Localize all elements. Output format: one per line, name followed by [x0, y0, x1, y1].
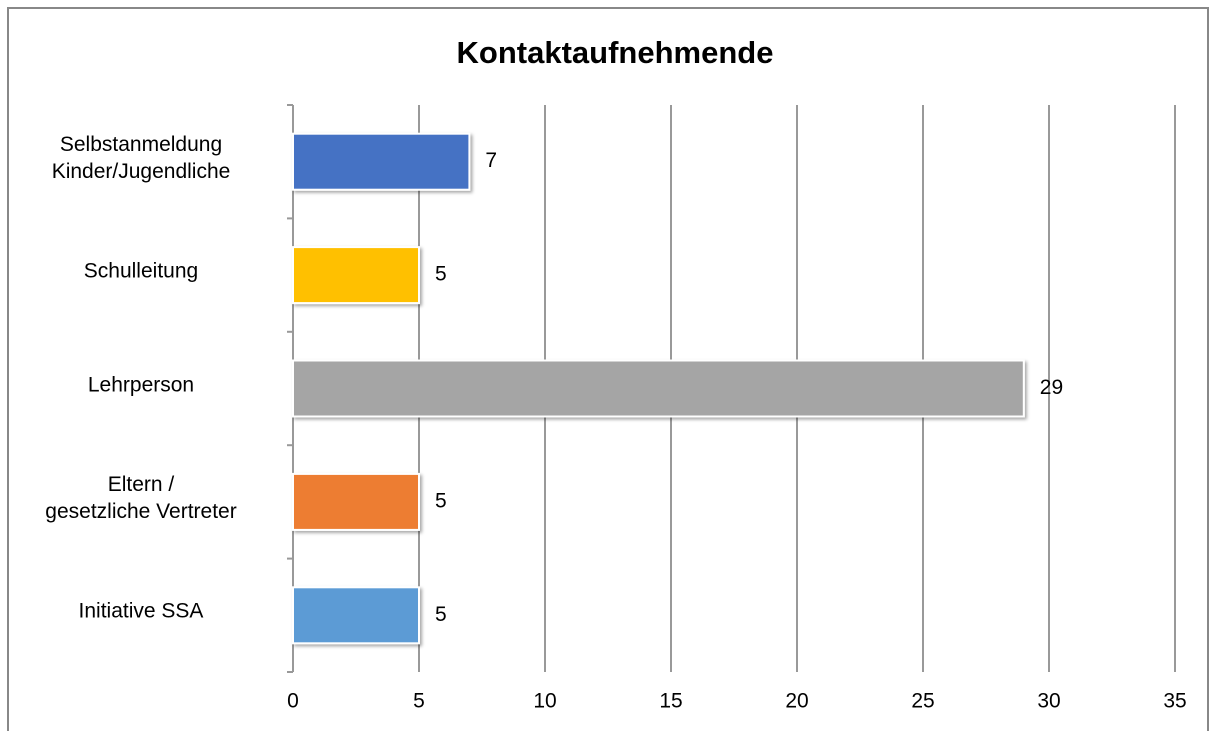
x-tick-label: 5: [413, 690, 425, 713]
y-tick-label: Selbstanmeldung Kinder/Jugendliche: [51, 132, 231, 183]
x-tick-label: 15: [659, 690, 682, 713]
data-label: 5: [435, 603, 447, 626]
y-tick-label: Lehrperson: [87, 373, 195, 396]
bar: [292, 586, 420, 645]
bar: [292, 132, 471, 191]
x-tick-label: 10: [533, 690, 556, 713]
bar: [292, 472, 420, 531]
bar: [292, 246, 420, 305]
chart-title: Kontaktaufnehmende: [457, 35, 774, 70]
x-tick-label: 0: [287, 690, 299, 713]
x-tick-label: 20: [785, 690, 808, 713]
data-label: 29: [1040, 376, 1063, 399]
y-tick-label: Initiative SSA: [78, 599, 204, 623]
x-tick-label: 35: [1163, 690, 1186, 713]
x-tick-label: 30: [1037, 690, 1060, 713]
data-label: 7: [485, 149, 497, 172]
y-tick-label: Eltern / gesetzliche Vertreter: [45, 472, 237, 523]
data-label: 5: [435, 263, 447, 286]
data-label: 5: [435, 489, 447, 512]
bar: [292, 359, 1025, 418]
x-tick-label: 25: [911, 690, 934, 713]
y-tick-label: Schulleitung: [83, 259, 199, 283]
